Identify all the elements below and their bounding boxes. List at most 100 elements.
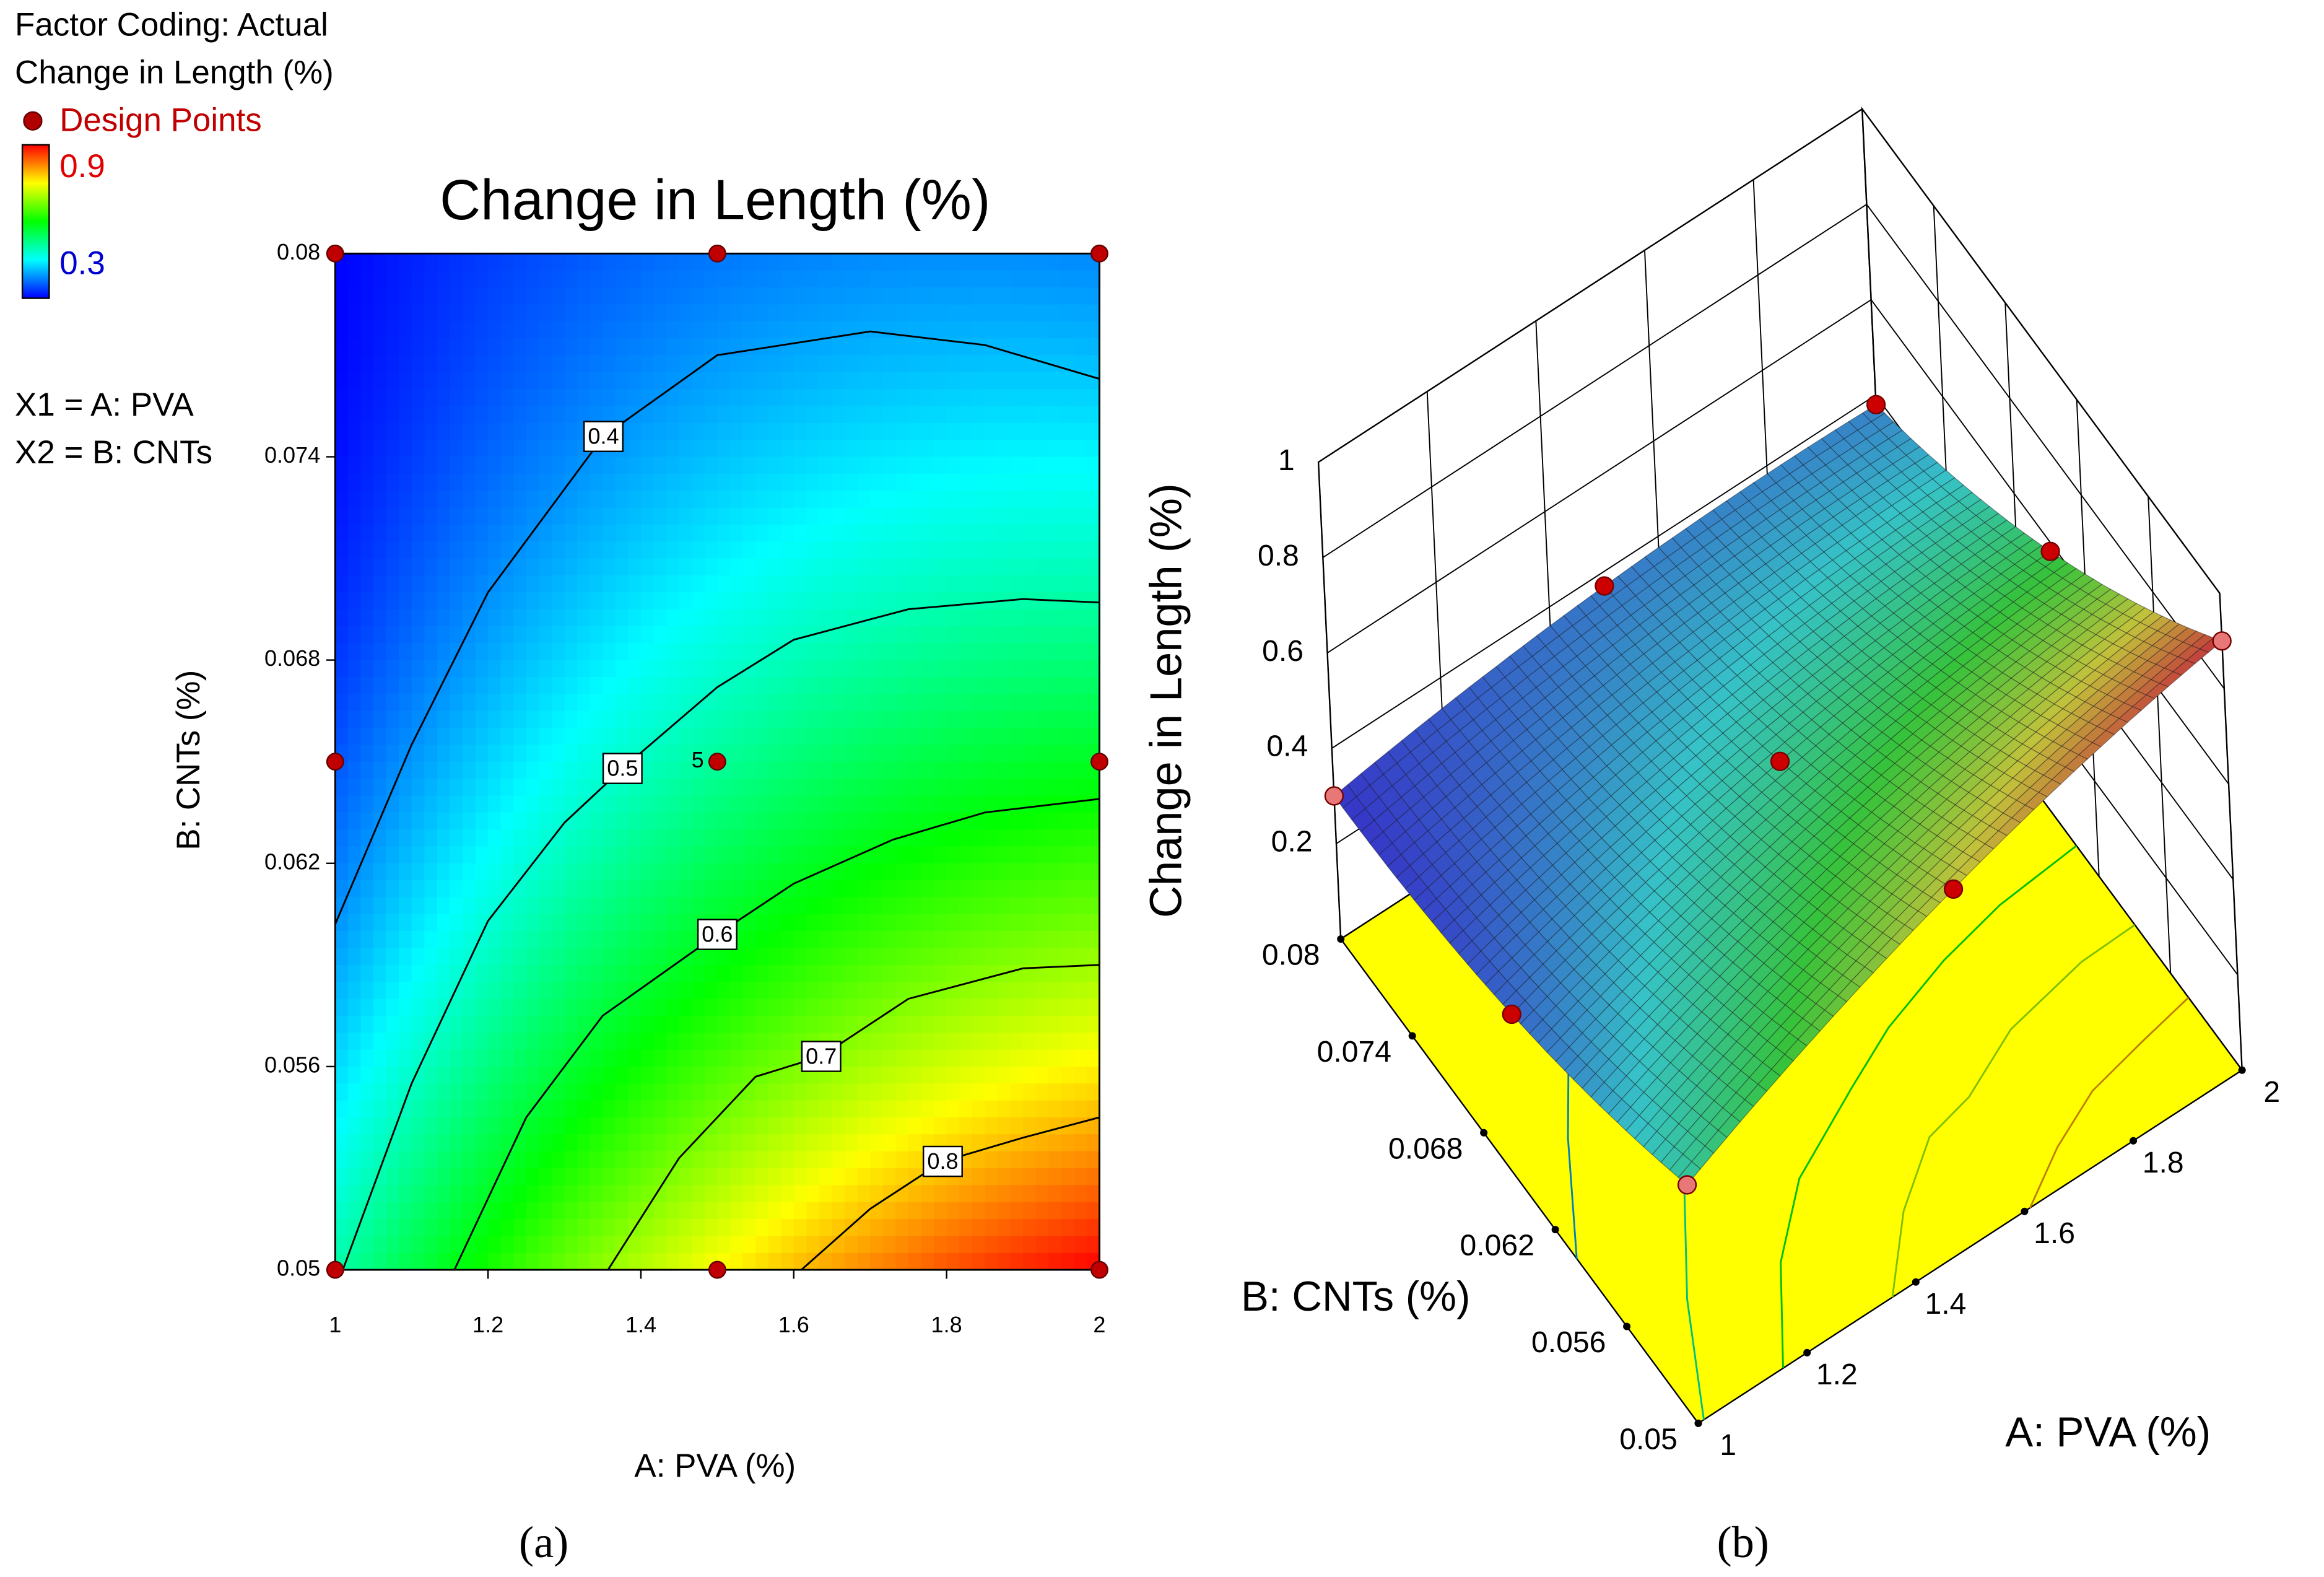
heatmap-cell [526,609,540,627]
heatmap-cell [729,998,744,1017]
heatmap-cell [551,812,565,831]
heatmap-cell [959,710,973,729]
heatmap-cell [526,270,540,289]
heatmap-cell [411,1168,425,1186]
heatmap-cell [946,1236,960,1254]
heatmap-cell [870,1168,884,1186]
heatmap-cell [551,1236,565,1254]
heatmap-cell [845,1066,859,1085]
contour-line [453,798,1100,1270]
heatmap-cell [551,338,565,356]
heatmap-cell [934,1219,948,1237]
heatmap-cell [742,1252,757,1271]
heatmap-cell [997,779,1011,797]
heatmap-cell [577,304,591,323]
heatmap-cell [985,355,999,374]
surface-cell [1739,737,1764,758]
heatmap-cell [921,1202,935,1220]
heatmap-cell [959,1100,973,1119]
heatmap-cell [564,321,578,339]
heatmap-cell [475,1083,489,1102]
heatmap-cell [513,422,528,441]
heatmap-cell [921,575,935,593]
heatmap-cell [437,948,451,966]
heatmap-cell [411,609,425,627]
heatmap-cell [462,964,477,983]
heatmap-cell [513,1066,528,1085]
heatmap-cell [424,1066,438,1085]
heatmap-cell [742,270,757,289]
y-tick-label: 0.05 [1619,1422,1678,1456]
heatmap-cell [959,422,973,441]
heatmap-cell [985,676,999,695]
heatmap-cell [793,304,807,323]
heatmap-cell [1010,1100,1024,1119]
heatmap-cell [551,626,565,644]
heatmap-cell [1023,1100,1037,1119]
heatmap-cell [603,592,617,611]
heatmap-cell [373,795,388,814]
surface-cell [1535,676,1559,699]
heatmap-cell [882,473,897,492]
heatmap-cell [1048,372,1063,390]
heatmap-cell [424,1100,438,1119]
heatmap-cell [539,829,553,847]
heatmap-cell [972,1083,986,1102]
heatmap-cell [806,270,820,289]
heatmap-cell [908,389,922,407]
heatmap-cell [959,728,973,746]
heatmap-cell [450,338,464,356]
heatmap-cell [934,948,948,966]
heatmap-cell [551,372,565,390]
heatmap-cell [564,253,578,272]
heatmap-cell [577,948,591,966]
heatmap-cell [1035,321,1050,339]
surface-cell [1630,605,1654,626]
heatmap-cell [526,1134,540,1153]
heatmap-cell [399,389,413,407]
surface-cell [1777,935,1800,957]
heatmap-cell [729,863,744,881]
heatmap-cell [832,321,846,339]
heatmap-cell [959,626,973,644]
heatmap-cell [411,829,425,847]
heatmap-cell [755,761,770,780]
heatmap-cell [411,507,425,526]
heatmap-cell [985,1066,999,1085]
heatmap-cell [959,998,973,1017]
heatmap-cell [564,1219,578,1237]
heatmap-cell [500,1117,515,1135]
heatmap-cell [450,1202,464,1220]
heatmap-cell [934,575,948,593]
heatmap-cell [985,456,999,475]
heatmap-cell [590,321,604,339]
heatmap-cell [870,982,884,1000]
heatmap-cell [386,422,400,441]
heatmap-cell [628,1185,642,1204]
heatmap-cell [386,473,400,492]
heatmap-cell [1023,541,1037,559]
heatmap-cell [704,660,718,678]
heatmap-cell [704,1066,718,1085]
heatmap-cell [1086,491,1100,509]
heatmap-cell [755,609,770,627]
heatmap-cell [1086,694,1100,712]
heatmap-cell [985,422,999,441]
heatmap-cell [539,710,553,729]
heatmap-cell [679,541,693,559]
heatmap-cell [819,456,833,475]
heatmap-cell [475,812,489,831]
heatmap-cell [1074,676,1088,695]
heatmap-cell [895,1202,910,1220]
heatmap-cell [564,1252,578,1271]
heatmap-cell [781,1083,795,1102]
heatmap-cell [1048,829,1063,847]
x-tick [1912,1278,1920,1286]
heatmap-cell [1048,406,1063,424]
heatmap-cell [934,558,948,577]
heatmap-cell [921,914,935,932]
heatmap-cell [1023,710,1037,729]
surface-cell [1910,805,1934,825]
heatmap-cell [946,372,960,390]
heatmap-cell [1074,575,1088,593]
